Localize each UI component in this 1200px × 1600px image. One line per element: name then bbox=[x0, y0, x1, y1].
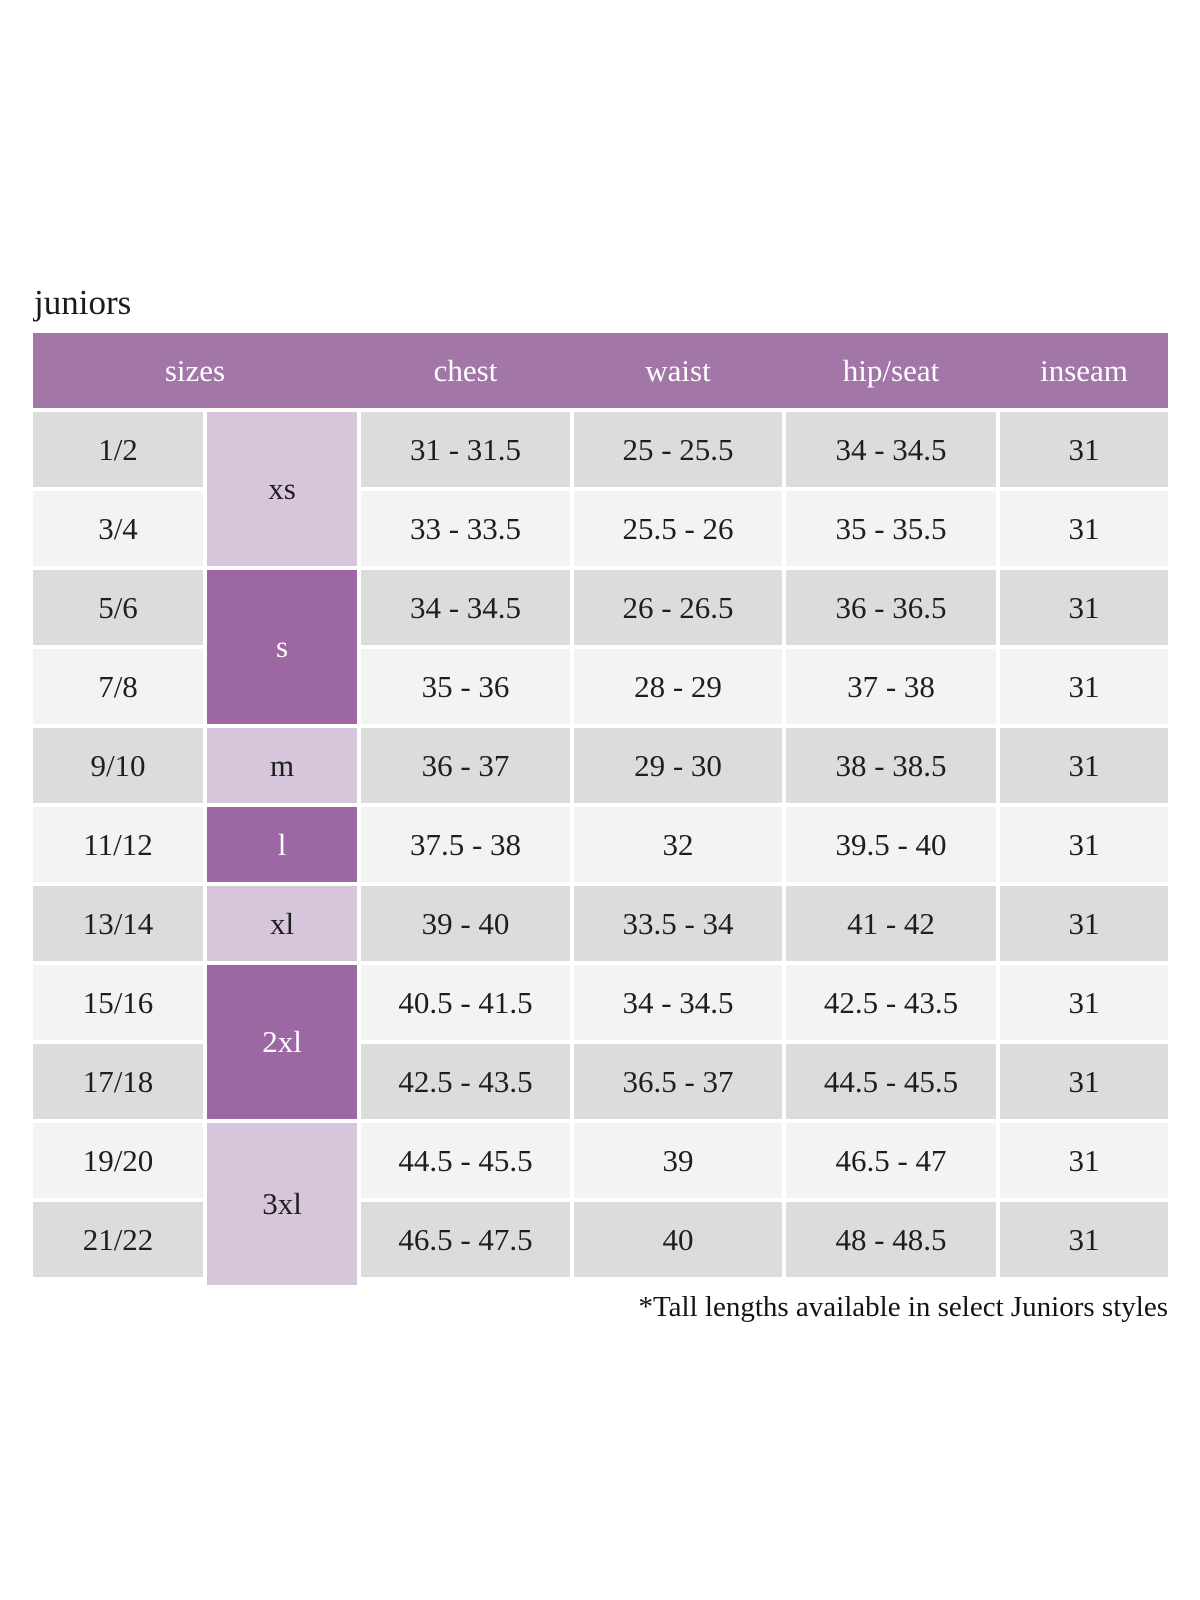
hip-seat-cell: 39.5 - 40 bbox=[786, 807, 996, 882]
hip-seat-cell: 42.5 - 43.5 bbox=[786, 965, 996, 1040]
inseam-cell: 31 bbox=[1000, 1044, 1168, 1119]
size-group-cell-l: l bbox=[207, 807, 357, 882]
column-header-waist: waist bbox=[645, 352, 711, 388]
size-cell: 3/4 bbox=[33, 491, 203, 566]
size-chart-page: juniors sizes chest waist hip/seat insea… bbox=[33, 284, 1168, 1324]
waist-cell: 26 - 26.5 bbox=[574, 570, 782, 645]
size-group-cell-3xl: 3xl bbox=[207, 1123, 357, 1285]
hip-seat-cell: 46.5 - 47 bbox=[786, 1123, 996, 1198]
size-cell: 17/18 bbox=[33, 1044, 203, 1119]
inseam-cell: 31 bbox=[1000, 886, 1168, 961]
hip-seat-cell: 41 - 42 bbox=[786, 886, 996, 961]
size-cell: 1/2 bbox=[33, 412, 203, 487]
size-cell: 21/22 bbox=[33, 1202, 203, 1277]
waist-cell: 28 - 29 bbox=[574, 649, 782, 724]
hip-seat-cell: 35 - 35.5 bbox=[786, 491, 996, 566]
inseam-cell: 31 bbox=[1000, 965, 1168, 1040]
chest-cell: 39 - 40 bbox=[361, 886, 570, 961]
waist-cell: 40 bbox=[574, 1202, 782, 1277]
column-header-chest: chest bbox=[433, 352, 498, 388]
chest-cell: 42.5 - 43.5 bbox=[361, 1044, 570, 1119]
size-cell: 5/6 bbox=[33, 570, 203, 645]
waist-cell: 33.5 - 34 bbox=[574, 886, 782, 961]
waist-cell: 25.5 - 26 bbox=[574, 491, 782, 566]
hip-seat-cell: 37 - 38 bbox=[786, 649, 996, 724]
inseam-cell: 31 bbox=[1000, 570, 1168, 645]
waist-cell: 36.5 - 37 bbox=[574, 1044, 782, 1119]
inseam-cell: 31 bbox=[1000, 649, 1168, 724]
hip-seat-cell: 44.5 - 45.5 bbox=[786, 1044, 996, 1119]
table-header-row: sizes chest waist hip/seat inseam bbox=[33, 333, 1168, 408]
size-cell: 13/14 bbox=[33, 886, 203, 961]
chest-cell: 33 - 33.5 bbox=[361, 491, 570, 566]
inseam-cell: 31 bbox=[1000, 728, 1168, 803]
inseam-cell: 31 bbox=[1000, 807, 1168, 882]
inseam-cell: 31 bbox=[1000, 491, 1168, 566]
waist-cell: 32 bbox=[574, 807, 782, 882]
size-group-cell-xl: xl bbox=[207, 886, 357, 961]
chest-cell: 31 - 31.5 bbox=[361, 412, 570, 487]
column-header-inseam: inseam bbox=[1040, 352, 1128, 388]
juniors-size-table: sizes chest waist hip/seat inseam 1/2 31 … bbox=[33, 333, 1168, 1285]
hip-seat-cell: 38 - 38.5 bbox=[786, 728, 996, 803]
inseam-cell: 31 bbox=[1000, 412, 1168, 487]
waist-cell: 29 - 30 bbox=[574, 728, 782, 803]
chest-cell: 40.5 - 41.5 bbox=[361, 965, 570, 1040]
size-cell: 11/12 bbox=[33, 807, 203, 882]
page-title: juniors bbox=[34, 283, 132, 322]
waist-cell: 34 - 34.5 bbox=[574, 965, 782, 1040]
size-group-cell-s: s bbox=[207, 570, 357, 724]
table-body: 1/2 31 - 31.5 25 - 25.5 34 - 34.5 31 3/4 33 - … bbox=[33, 412, 1168, 1285]
size-group-cell-m: m bbox=[207, 728, 357, 803]
size-group-cell-xs: xs bbox=[207, 412, 357, 566]
chest-cell: 37.5 - 38 bbox=[361, 807, 570, 882]
inseam-cell: 31 bbox=[1000, 1202, 1168, 1277]
hip-seat-cell: 36 - 36.5 bbox=[786, 570, 996, 645]
chest-cell: 46.5 - 47.5 bbox=[361, 1202, 570, 1277]
column-header-sizes: sizes bbox=[164, 352, 226, 388]
size-group-cell-2xl: 2xl bbox=[207, 965, 357, 1119]
waist-cell: 25 - 25.5 bbox=[574, 412, 782, 487]
hip-seat-cell: 34 - 34.5 bbox=[786, 412, 996, 487]
size-cell: 7/8 bbox=[33, 649, 203, 724]
chest-cell: 34 - 34.5 bbox=[361, 570, 570, 645]
column-header-hip-seat: hip/seat bbox=[842, 352, 940, 388]
size-cell: 19/20 bbox=[33, 1123, 203, 1198]
inseam-cell: 31 bbox=[1000, 1123, 1168, 1198]
chest-cell: 36 - 37 bbox=[361, 728, 570, 803]
size-cell: 9/10 bbox=[33, 728, 203, 803]
chest-cell: 44.5 - 45.5 bbox=[361, 1123, 570, 1198]
chest-cell: 35 - 36 bbox=[361, 649, 570, 724]
waist-cell: 39 bbox=[574, 1123, 782, 1198]
footnote: *Tall lengths available in select Junior… bbox=[638, 1291, 1168, 1323]
hip-seat-cell: 48 - 48.5 bbox=[786, 1202, 996, 1277]
size-cell: 15/16 bbox=[33, 965, 203, 1040]
